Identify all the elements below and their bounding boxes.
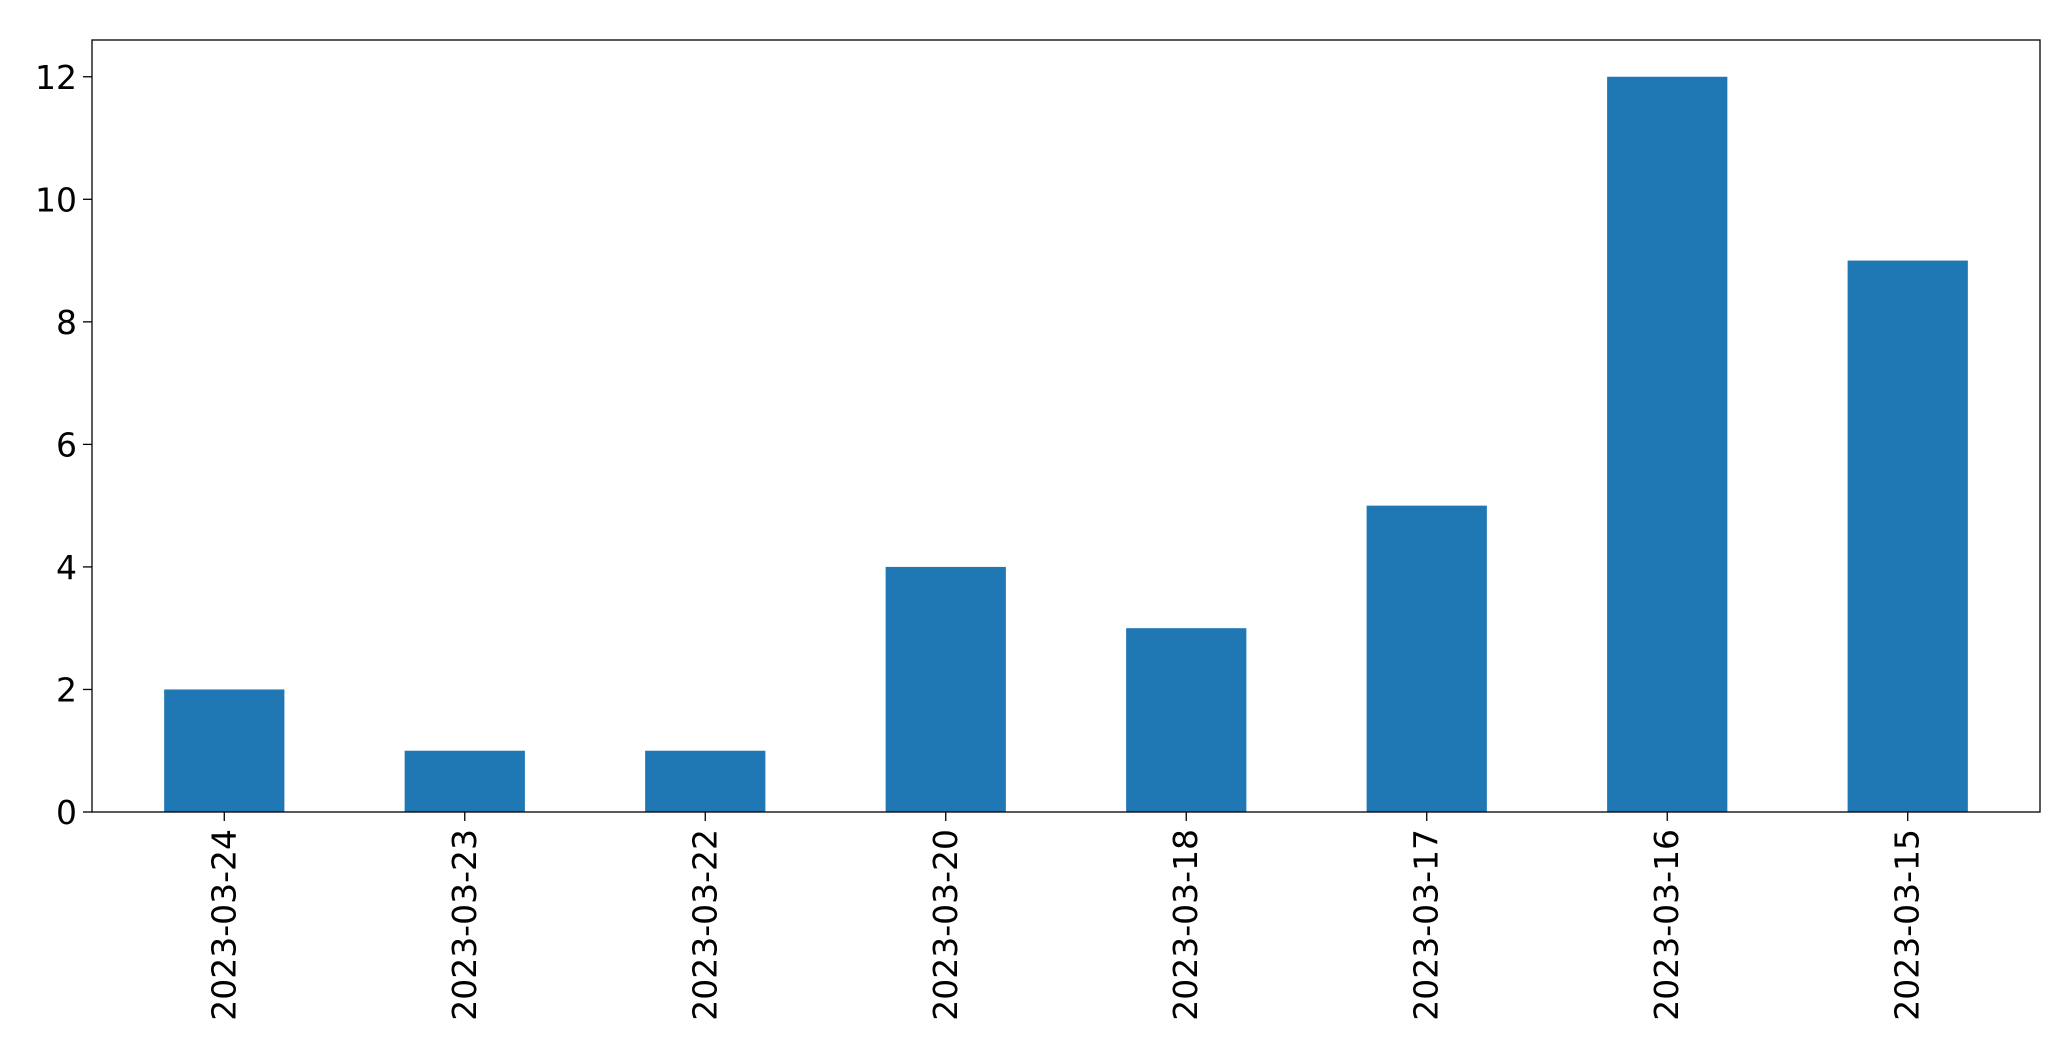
bar-2023-03-17: [1366, 505, 1487, 812]
x-tick-label: 2023-03-20: [926, 829, 965, 1021]
bar-2023-03-23: [404, 750, 525, 812]
x-tick-label: 2023-03-17: [1407, 829, 1446, 1021]
x-tick-label: 2023-03-22: [685, 829, 724, 1021]
y-tick-label: 6: [56, 425, 77, 464]
x-tick-label: 2023-03-18: [1166, 829, 1205, 1021]
bar-2023-03-22: [645, 750, 766, 812]
bar-2023-03-20: [885, 566, 1006, 812]
y-tick-label: 4: [56, 548, 77, 587]
y-tick-label: 8: [56, 303, 77, 342]
bar-2023-03-18: [1126, 628, 1247, 812]
x-tick-label: 2023-03-16: [1647, 829, 1686, 1021]
x-tick-label: 2023-03-24: [204, 829, 243, 1021]
plot-area-frame: [91, 39, 2041, 813]
x-tick-label: 2023-03-15: [1888, 829, 1927, 1021]
y-tick-label: 12: [35, 58, 77, 97]
y-tick-label: 10: [35, 180, 77, 219]
ticks-layer: 2023-03-24 2023-03-23 2023-03-22 2023-03-20…: [35, 58, 1927, 1021]
y-tick-label: 0: [56, 793, 77, 832]
bar-2023-03-16: [1607, 76, 1728, 812]
x-tick-label: 2023-03-23: [445, 829, 484, 1021]
bars-layer: [164, 76, 1968, 813]
bar-2023-03-24: [164, 689, 285, 812]
y-tick-label: 2: [56, 670, 77, 709]
bar-2023-03-15: [1847, 260, 1968, 813]
